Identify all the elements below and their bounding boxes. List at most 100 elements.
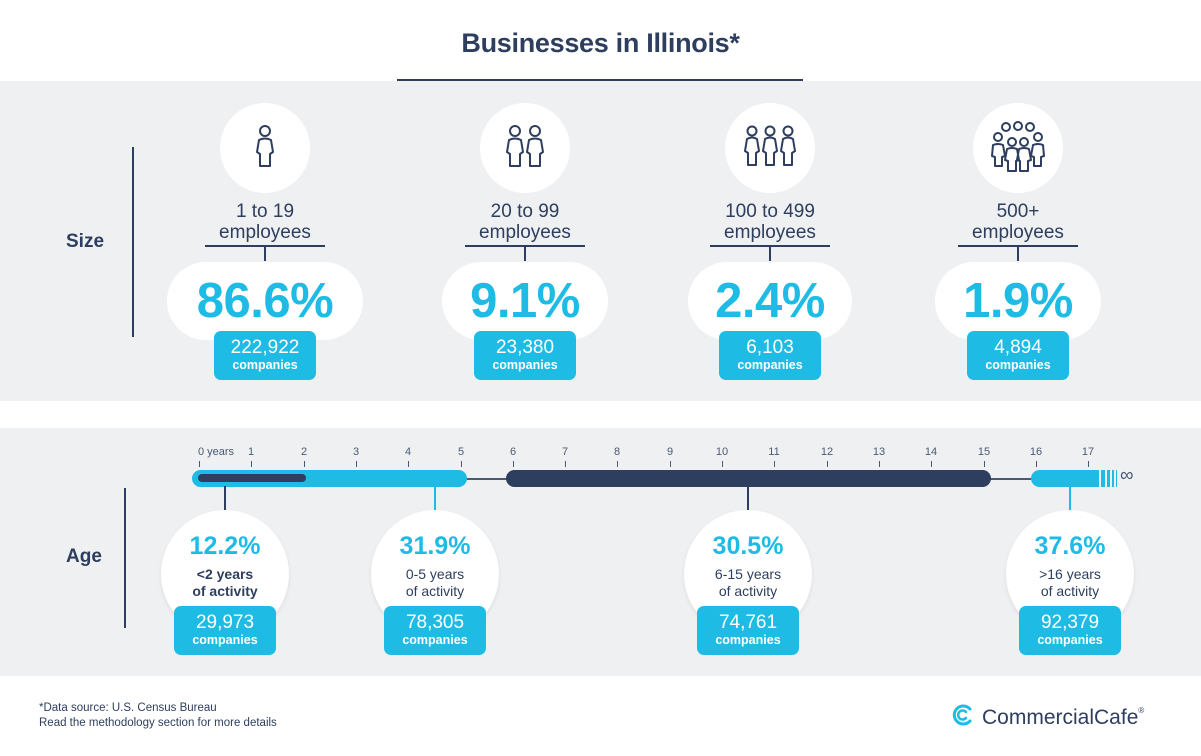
age-percent: 31.9% [399,532,471,560]
size-row-label: Size [66,231,105,252]
age-range-label: 0-5 years of activity [405,566,465,599]
fade-segment [1093,470,1099,487]
size-count: 6,103 [746,337,794,358]
age-divider [124,488,126,628]
age-axis-tick-label: 8 [613,446,621,458]
age-percent: 30.5% [712,532,784,560]
age-axis-tick-label: 6 [509,446,517,458]
size-count-unit: companies [492,358,558,372]
age-axis-tick-mark [304,461,305,467]
size-count-box: 6,103 companies [719,331,821,380]
age-count: 78,305 [405,612,465,633]
size-percent: 1.9% [935,262,1101,340]
size-group-label: 500+ employees [972,201,1064,243]
age-count-unit: companies [402,633,468,647]
age-axis-tick-mark [617,461,618,467]
age-axis-tick-label: 5 [457,446,465,458]
age-count-box: 78,305 companies [384,606,486,655]
data-source-note: *Data source: U.S. Census Bureau [39,702,217,714]
age-axis-tick-label: 15 [977,446,991,458]
methodology-note: Read the methodology section for more de… [39,717,277,729]
fade-segment [1116,470,1117,487]
two-people-icon [480,103,570,193]
age-axis-tick-mark [461,461,462,467]
size-label-rule [465,245,585,247]
fade-segment [1107,470,1110,487]
size-group-label: 1 to 19 employees [219,201,311,243]
age-axis-tick-mark [513,461,514,467]
age-count-box: 74,761 companies [697,606,799,655]
age-axis-tick-mark [199,461,200,467]
size-count: 4,894 [994,337,1042,358]
age-axis-tick-mark [356,461,357,467]
range-bar-0-2 [198,474,306,482]
age-axis-tick-label: 0 years [197,446,235,458]
age-axis-tick-label: 10 [715,446,729,458]
age-group-under-2: 12.2% <2 years of activity [161,510,289,638]
age-connector [224,486,226,512]
age-axis-tick-mark [774,461,775,467]
age-axis-tick-mark [879,461,880,467]
age-axis-tick-mark [1036,461,1037,467]
timeline-gap-15-16 [990,478,1032,480]
age-axis-tick-mark [931,461,932,467]
range-bar-16-plus [1031,470,1093,487]
age-panel: Age 0 years 1 2 3 4 5 6 7 8 9 10 11 12 13 14 15 16 17 ∞ 1… [0,428,1201,676]
size-label-tick [524,247,526,261]
size-label-rule [958,245,1078,247]
age-count-unit: companies [1037,633,1103,647]
size-group-label: 20 to 99 employees [479,201,571,243]
age-axis-tick-label: 12 [820,446,834,458]
size-count: 222,922 [230,337,300,358]
age-percent: 12.2% [189,532,261,560]
age-axis-tick-label: 16 [1029,446,1043,458]
three-people-icon [725,103,815,193]
age-axis-tick-label: 7 [561,446,569,458]
size-label-tick [769,247,771,261]
fade-segment [1112,470,1114,487]
size-label-rule [205,245,325,247]
group-people-icon [973,103,1063,193]
infinity-symbol: ∞ [1120,465,1134,486]
title-underline [397,79,803,81]
age-axis-tick-label: 1 [247,446,255,458]
footnote: *Data source: U.S. Census Bureau Read th… [39,701,277,731]
age-count: 29,973 [195,612,255,633]
age-axis-tick-label: 17 [1081,446,1095,458]
age-axis-tick-mark [408,461,409,467]
age-count-unit: companies [192,633,258,647]
age-axis-tick-mark [251,461,252,467]
size-count-unit: companies [985,358,1051,372]
age-axis-tick-mark [827,461,828,467]
age-connector [747,486,749,512]
age-axis-tick-mark [565,461,566,467]
age-axis-tick-mark [984,461,985,467]
age-axis-tick-label: 9 [666,446,674,458]
range-bar-6-15 [506,470,991,487]
age-percent: 37.6% [1034,532,1106,560]
size-count-box: 4,894 companies [967,331,1069,380]
age-connector [1069,486,1071,512]
size-label-tick [264,247,266,261]
commercialcafe-logo-icon [952,704,974,731]
age-axis-tick-label: 4 [404,446,412,458]
age-count: 92,379 [1040,612,1100,633]
age-range-label: <2 years of activity [192,566,258,599]
age-connector [434,486,436,512]
size-count-unit: companies [737,358,803,372]
brand-name: CommercialCafe® [982,705,1145,729]
age-count-box: 29,973 companies [174,606,276,655]
age-range-label: 6-15 years of activity [714,566,782,599]
size-percent: 86.6% [167,262,363,340]
timeline-gap-5-6 [466,478,508,480]
size-label-rule [710,245,830,247]
size-divider [132,147,134,337]
size-label-tick [1017,247,1019,261]
age-count: 74,761 [718,612,778,633]
age-axis-tick-label: 14 [924,446,938,458]
one-person-icon [220,103,310,193]
size-count: 23,380 [495,337,555,358]
age-axis-tick-mark [670,461,671,467]
age-count-box: 92,379 companies [1019,606,1121,655]
age-axis-tick-mark [722,461,723,467]
